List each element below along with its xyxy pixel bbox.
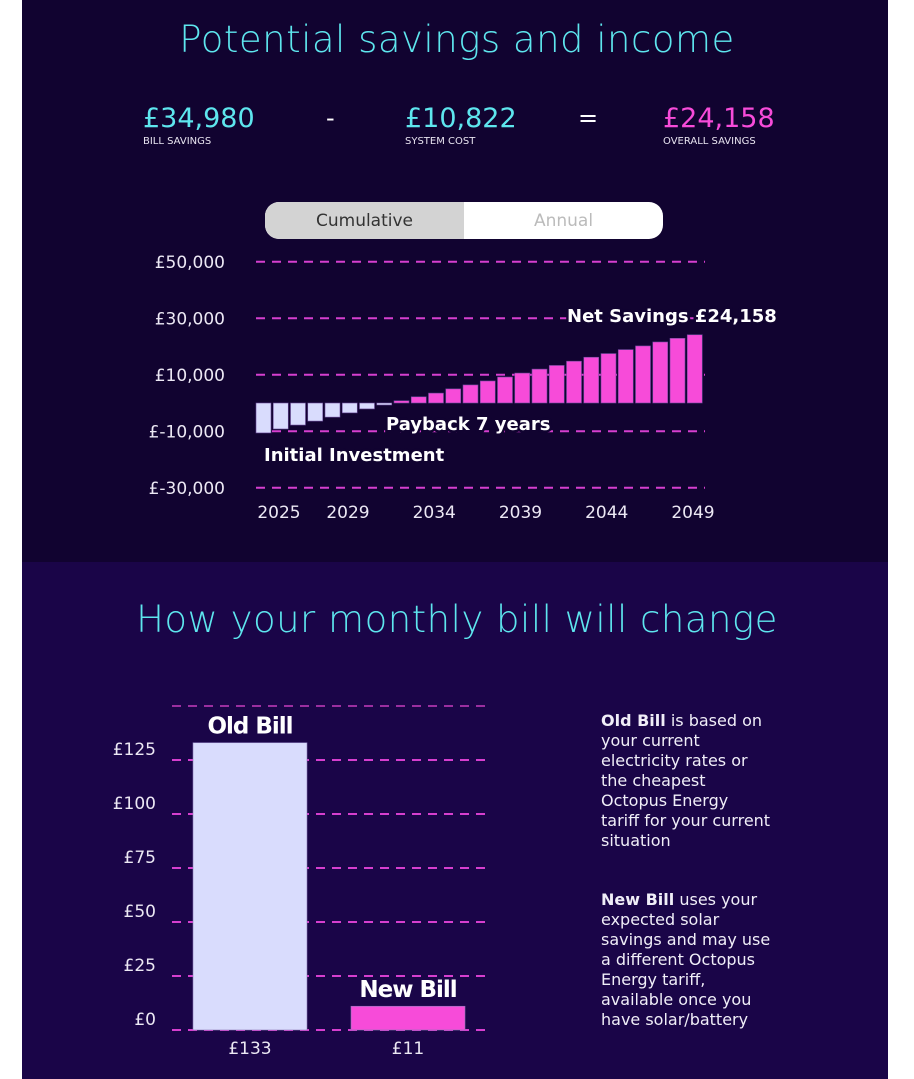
bar-2025	[255, 402, 272, 434]
old-bill-note-bold: Old Bill	[601, 711, 666, 730]
x-tick-label: 2034	[413, 503, 456, 523]
overall-savings-value: £24,158	[663, 103, 775, 134]
bar-2038	[479, 380, 496, 404]
bar-2050	[686, 334, 703, 404]
toggle-annual[interactable]: Annual	[533, 210, 594, 231]
y-tick-label: £25	[124, 956, 156, 976]
bar-2041	[531, 368, 548, 404]
bar-value-label: £11	[392, 1039, 424, 1059]
x-tick-label: 2039	[499, 503, 542, 523]
bar-2040	[514, 372, 531, 404]
y-tick-label: £75	[124, 848, 156, 868]
y-tick-label: £0	[134, 1010, 156, 1030]
y-tick-label: £10,000	[155, 366, 225, 386]
bar-2027	[290, 402, 306, 426]
bar-2044	[583, 356, 600, 404]
bar-2039	[497, 376, 513, 404]
minus-sign: -	[326, 104, 335, 132]
old-bill-note: Old Bill is based on your current electr…	[601, 711, 771, 851]
monthly-bill-section	[22, 562, 888, 1079]
bar-2032	[376, 402, 393, 406]
new-bill-note-text: uses your expected solar savings and may…	[601, 890, 771, 1029]
overall-savings-stat: £24,158 OVERALL SAVINGS	[663, 103, 775, 148]
bar-2026	[272, 402, 289, 430]
bar-2034	[410, 396, 427, 404]
system-cost-value: £10,822	[405, 103, 517, 134]
bar-2030	[341, 402, 358, 414]
y-tick-label: £30,000	[155, 309, 225, 329]
system-cost-label: SYSTEM COST	[405, 136, 476, 147]
toggle-cumulative[interactable]: Cumulative	[265, 202, 464, 239]
x-tick-label: 2044	[585, 503, 628, 523]
new-bill-note: New Bill uses your expected solar saving…	[601, 890, 771, 1030]
bar-2049	[669, 338, 686, 404]
savings-section	[22, 0, 888, 562]
bar-2047	[635, 345, 651, 404]
initial-investment-annotation: Initial Investment	[264, 445, 445, 466]
overall-savings-label: OVERALL SAVINGS	[663, 136, 756, 147]
bar-2028	[307, 402, 324, 422]
y-tick-label: £-30,000	[149, 479, 225, 499]
bill-savings-label: BILL SAVINGS	[143, 136, 212, 147]
bar-2036	[445, 388, 462, 404]
bar-2029	[324, 402, 341, 418]
payback-annotation: Payback 7 years	[386, 414, 550, 435]
x-tick-label: 2049	[671, 503, 714, 523]
new-bill-note-bold: New Bill	[601, 890, 675, 909]
bar-category-label: New Bill	[359, 977, 456, 1003]
bar-2031	[359, 402, 375, 410]
y-tick-label: £50,000	[155, 253, 225, 273]
bill-savings-value: £34,980	[143, 103, 255, 134]
bar-2037	[462, 384, 479, 404]
bar-2048	[652, 341, 669, 404]
equals-sign: =	[578, 104, 599, 132]
bar-2043	[566, 360, 582, 404]
bar-category-label: Old Bill	[207, 714, 292, 740]
system-cost-stat: £10,822 SYSTEM COST	[405, 103, 517, 148]
x-tick-label: 2029	[326, 503, 369, 523]
view-toggle[interactable]: Cumulative Annual	[265, 202, 663, 239]
y-tick-label: £-10,000	[149, 422, 225, 442]
y-tick-label: £125	[113, 740, 156, 760]
bar-old-bill	[192, 742, 308, 1031]
bar-2045	[600, 353, 617, 404]
bar-2035	[428, 392, 444, 404]
monthly-bill-title: How your monthly bill will change	[136, 598, 778, 641]
savings-title: Potential savings and income	[179, 18, 735, 61]
bar-new-bill	[350, 1005, 466, 1031]
bar-2042	[548, 365, 565, 404]
old-bill-note-text: is based on your current electricity rat…	[601, 711, 771, 850]
bar-2033	[393, 400, 410, 404]
bar-2046	[617, 349, 634, 404]
bar-value-label: £133	[228, 1039, 271, 1059]
y-tick-label: £50	[124, 902, 156, 922]
x-tick-label: 2025	[257, 503, 300, 523]
net-savings-annotation: Net Savings £24,158	[567, 306, 777, 327]
bill-savings-stat: £34,980 BILL SAVINGS	[143, 103, 255, 148]
y-tick-label: £100	[113, 794, 156, 814]
